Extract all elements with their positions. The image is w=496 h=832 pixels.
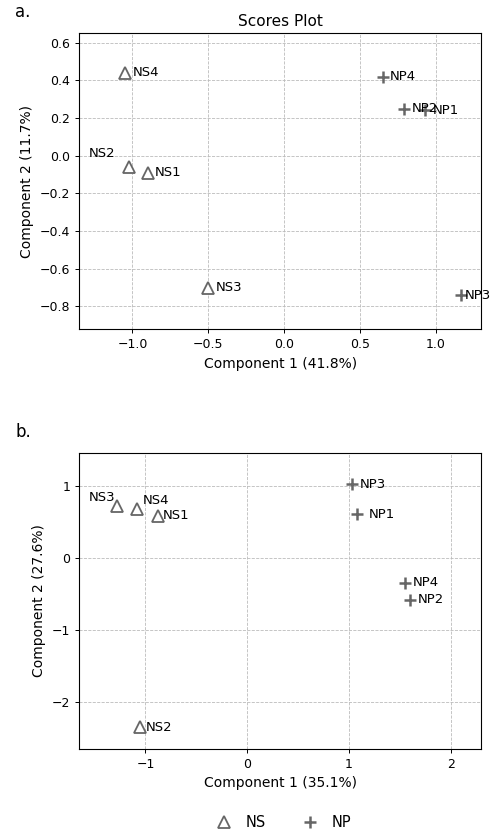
Text: NS1: NS1 <box>155 166 182 179</box>
Text: NP1: NP1 <box>433 104 459 117</box>
Text: NP3: NP3 <box>360 478 386 491</box>
Text: NS3: NS3 <box>216 281 243 294</box>
Text: NS2: NS2 <box>145 721 172 734</box>
Text: NP2: NP2 <box>411 102 437 115</box>
Text: b.: b. <box>15 423 31 441</box>
Y-axis label: Component 2 (11.7%): Component 2 (11.7%) <box>20 105 34 258</box>
X-axis label: Component 1 (41.8%): Component 1 (41.8%) <box>204 357 357 370</box>
Text: NP1: NP1 <box>369 508 395 521</box>
Title: Scores Plot: Scores Plot <box>238 14 323 29</box>
Text: NS3: NS3 <box>88 491 115 503</box>
Text: NS4: NS4 <box>132 67 159 79</box>
Text: NP2: NP2 <box>418 593 444 606</box>
Legend: NS, NP: NS, NP <box>203 810 357 832</box>
Y-axis label: Component 2 (27.6%): Component 2 (27.6%) <box>32 524 47 677</box>
X-axis label: Component 1 (35.1%): Component 1 (35.1%) <box>204 776 357 790</box>
Text: NS2: NS2 <box>88 147 115 161</box>
Text: NP4: NP4 <box>413 577 439 589</box>
Text: NS4: NS4 <box>142 493 169 507</box>
Text: NP4: NP4 <box>390 70 416 83</box>
Text: a.: a. <box>15 3 30 22</box>
Text: NP3: NP3 <box>464 289 491 301</box>
Text: NS1: NS1 <box>163 509 189 522</box>
